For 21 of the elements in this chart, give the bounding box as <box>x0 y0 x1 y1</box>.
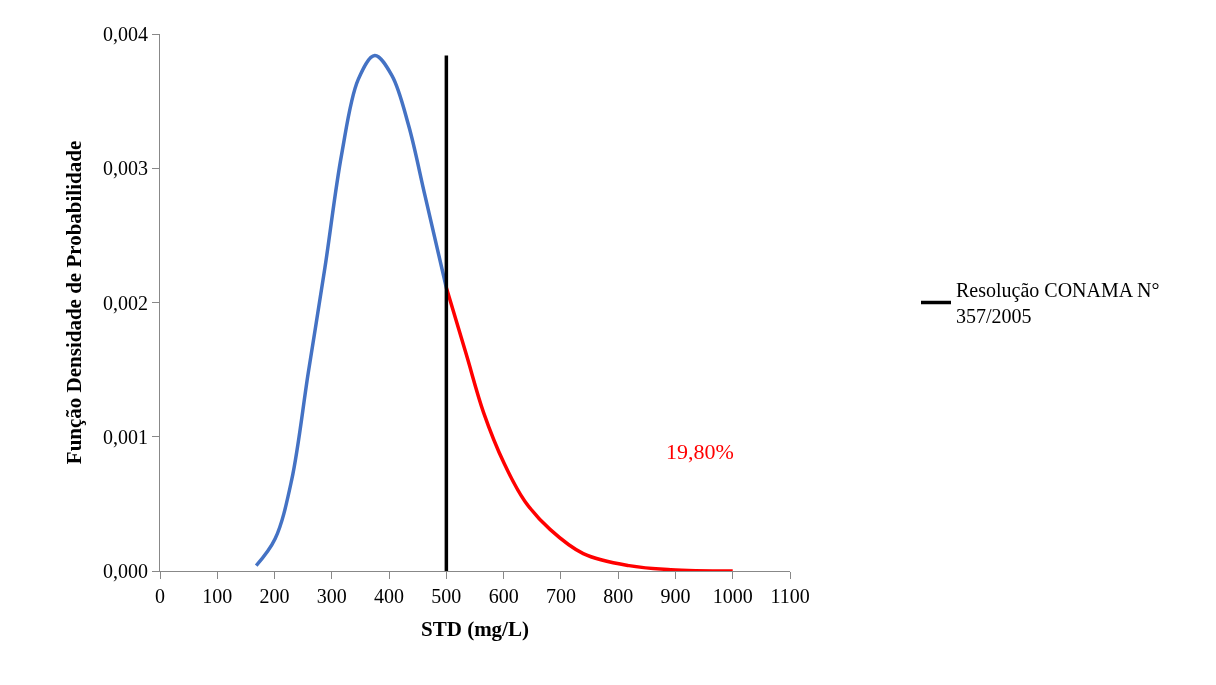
x-tick-label: 0 <box>155 585 165 607</box>
annotation: 19,80% <box>666 439 734 464</box>
y-tick-label: 0,004 <box>103 23 148 45</box>
x-tick-label: 1100 <box>770 585 810 607</box>
y-tick-label: 0,001 <box>103 425 148 448</box>
x-axis-title: STD (mg/L) <box>421 617 529 642</box>
legend-label: Resolução CONAMA N° 357/2005 <box>956 279 1160 328</box>
x-tick-label: 500 <box>431 585 462 607</box>
y-tick-label: 0,002 <box>103 291 148 314</box>
x-tick-label: 700 <box>545 585 576 607</box>
x-tick-label: 300 <box>316 585 347 607</box>
x-tick-label: 900 <box>660 585 691 607</box>
y-tick-label: 0,000 <box>103 560 148 582</box>
y-axis-title: Função Densidade de Probabilidade <box>62 140 87 465</box>
x-tick-label: 1000 <box>712 585 753 607</box>
x-tick-label: 200 <box>259 585 290 607</box>
x-tick-label: 400 <box>374 585 405 607</box>
x-tick-label: 800 <box>603 585 634 607</box>
x-tick-label: 100 <box>202 585 233 607</box>
y-tick-label: 0,003 <box>103 157 148 180</box>
x-tick-label: 600 <box>488 585 519 607</box>
